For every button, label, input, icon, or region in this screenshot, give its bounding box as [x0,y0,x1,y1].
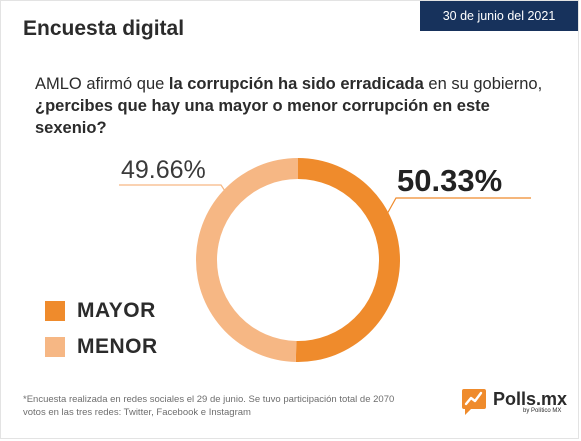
legend-item-menor: MENOR [45,335,158,359]
legend-item-mayor: MAYOR [45,299,156,323]
question-text-4: ¿percibes que hay una mayor o menor corr… [35,97,490,137]
question-text-1: AMLO afirmó que [35,75,169,93]
donut-slice-menor [196,158,298,362]
donut-slice-mayor [295,158,401,362]
data-label-menor: 49.66% [121,156,206,184]
legend-label-menor: MENOR [77,335,158,358]
survey-question: AMLO afirmó que la corrupción ha sido er… [35,73,545,139]
legend-swatch-mayor [45,301,65,321]
leader-line-menor [119,184,230,198]
logo-subtitle: by Político MX [523,408,562,414]
legend-label-mayor: MAYOR [77,299,156,322]
footnote: *Encuesta realizada en redes sociales el… [23,394,395,418]
legend-swatch-menor [45,337,65,357]
question-text-3: en su gobierno, [423,75,543,93]
page-title: Encuesta digital [23,17,185,40]
leader-line-mayor [381,197,531,224]
date-badge: 30 de junio del 2021 [420,1,578,31]
logo-name: Polls.mx [493,389,568,409]
data-label-mayor: 50.33% [397,163,502,198]
question-text-2: la corrupción ha sido erradicada [168,75,424,93]
chart-speech-bubble-icon [462,389,486,415]
polls-mx-logo: Polls.mx by Político MX [461,387,567,417]
